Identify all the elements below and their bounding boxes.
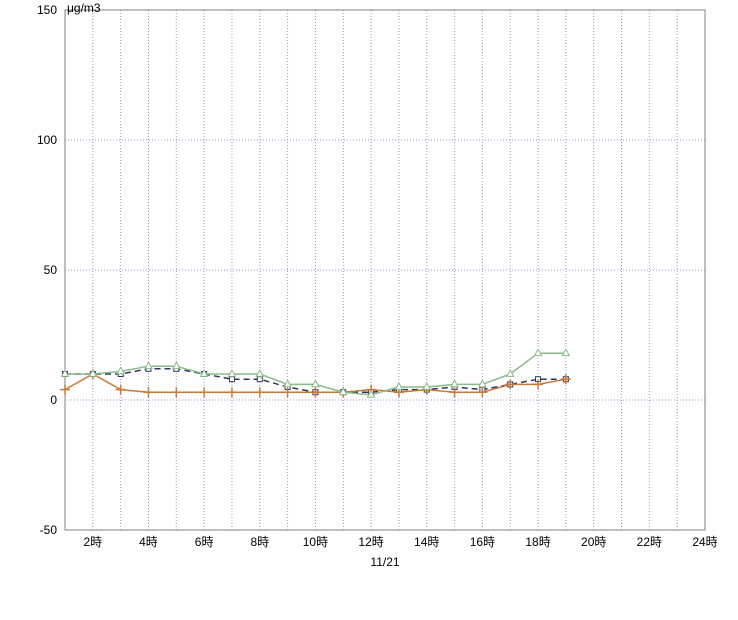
x-axis-label: 11/21	[370, 555, 399, 569]
x-tick-label: 14時	[414, 535, 439, 549]
x-tick-label: 4時	[139, 535, 158, 549]
x-tick-label: 12時	[358, 535, 383, 549]
y-tick-label: -50	[40, 523, 58, 537]
series-marker-series1	[229, 377, 234, 382]
x-tick-label: 10時	[303, 535, 328, 549]
y-tick-label: 100	[37, 133, 57, 147]
y-tick-label: 50	[44, 263, 58, 277]
y-axis-label: μg/m3	[67, 1, 101, 15]
series-marker-series1	[257, 377, 262, 382]
x-tick-label: 22時	[637, 535, 662, 549]
x-tick-label: 8時	[250, 535, 269, 549]
line-chart: -50 0 50 100 150 μg/m3 2時 4時 6時 8時 10時 12時 14時 16時 18時…	[0, 0, 738, 620]
x-tick-label: 6時	[195, 535, 214, 549]
x-tick-label: 16時	[470, 535, 495, 549]
y-tick-label: 150	[37, 3, 57, 17]
y-tick-label: 0	[50, 393, 57, 407]
x-tick-label: 20時	[581, 535, 606, 549]
chart-container: -50 0 50 100 150 μg/m3 2時 4時 6時 8時 10時 12時 14時 16時 18時…	[0, 0, 738, 620]
x-tick-label: 24時	[692, 535, 717, 549]
x-tick-label: 2時	[83, 535, 102, 549]
x-tick-label: 18時	[525, 535, 550, 549]
